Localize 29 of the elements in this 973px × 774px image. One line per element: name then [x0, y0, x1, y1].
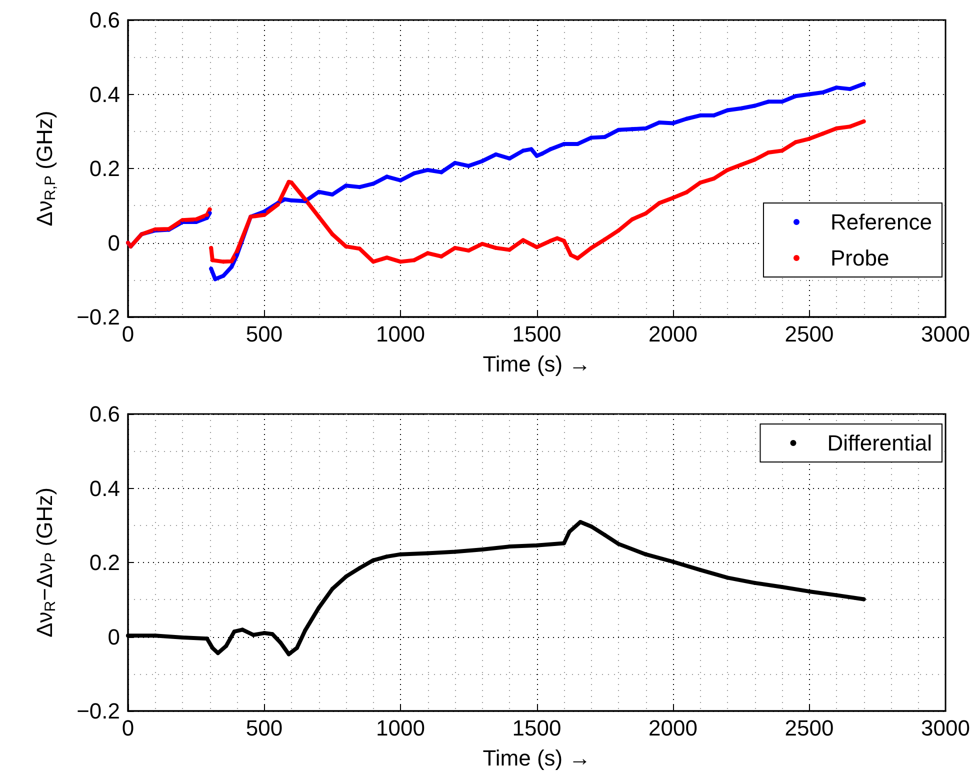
x-tick-label: 2000 — [648, 716, 698, 740]
y-tick-label: 0.4 — [89, 476, 120, 501]
x-tick-label: 2500 — [784, 322, 834, 346]
x-tick-label: 500 — [246, 716, 283, 740]
y-tick-label: −0.2 — [76, 698, 120, 724]
y-tick-label: 0.6 — [89, 402, 120, 426]
x-axis-title: Time (s) → — [482, 352, 591, 376]
x-tick-label: 1500 — [512, 322, 562, 346]
x-axis-title: Time (s) → — [482, 746, 591, 770]
legend-label: Differential — [827, 430, 932, 456]
y-tick-label: −0.2 — [76, 304, 120, 330]
y-tick-label: 0.6 — [89, 8, 120, 32]
y-tick-label: 0 — [108, 230, 120, 256]
legend-label: Reference — [830, 210, 932, 234]
legend-label: Probe — [830, 246, 890, 270]
x-tick-label: 2000 — [648, 322, 698, 346]
y-axis-title: ΔνR,P (GHz) — [32, 110, 59, 226]
x-tick-label: 1500 — [512, 716, 562, 740]
y-axis-title: ΔνR−ΔνP (GHz) — [32, 488, 59, 638]
x-tick-label: 1000 — [376, 322, 425, 346]
x-tick-label: 500 — [246, 322, 283, 346]
y-tick-label: 0 — [108, 624, 120, 650]
x-tick-label: 3000 — [921, 322, 970, 346]
x-tick-label: 1000 — [376, 716, 425, 740]
y-tick-label: 0.2 — [89, 550, 120, 575]
x-tick-label: 3000 — [921, 716, 970, 740]
y-tick-label: 0.4 — [89, 82, 120, 107]
x-tick-label: 2500 — [784, 716, 834, 740]
y-tick-label: 0.2 — [89, 156, 120, 181]
